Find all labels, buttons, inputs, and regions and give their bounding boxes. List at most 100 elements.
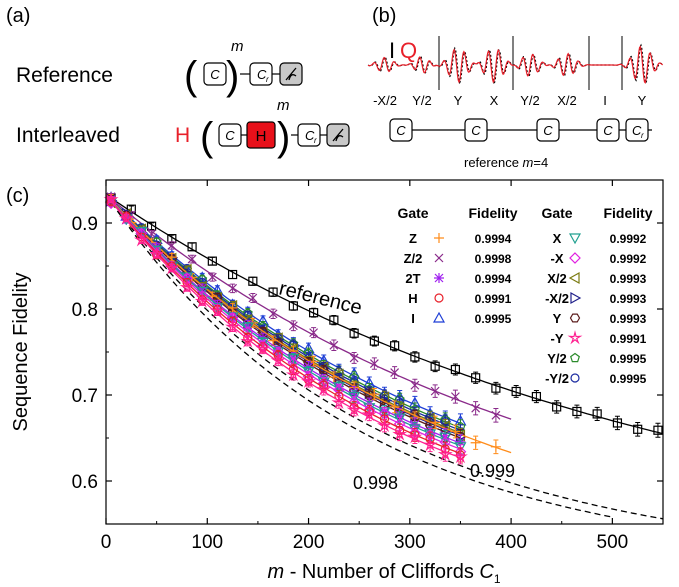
data-point [409,412,421,422]
clifford-label: C [603,123,613,138]
legend-marker [567,330,583,345]
data-point [167,240,177,250]
measure-icon [332,128,344,142]
x-tick-label: 200 [293,532,325,553]
data-point [309,308,319,318]
data-point [301,373,317,389]
error-bar [209,256,215,266]
data-point [393,413,406,425]
data-point [255,340,271,356]
clifford-label: C [210,67,220,82]
legend-gate: Y [553,311,562,326]
legend-marker [434,233,444,243]
data-point [592,409,602,419]
data-point [450,364,460,375]
data-point [653,425,663,435]
data-point [511,386,521,397]
x-tick-label: 100 [191,532,223,553]
data-point [633,424,643,434]
bound-999-annotation: 0.999 [470,461,515,481]
data-point [424,420,436,430]
data-point [331,394,347,410]
legend-fidelity: 0.9998 [475,252,512,266]
data-point [531,391,542,402]
data-point [612,418,623,428]
data-point [268,335,279,346]
reference-label: Reference [16,64,113,87]
clifford-label: C [225,128,235,143]
pulse-label: -X/2 [373,93,397,108]
close-paren: ) [226,54,239,98]
legend-fidelity: 0.9994 [475,232,512,246]
recovery-box [625,118,649,142]
error-bar [351,327,357,339]
data-point [227,302,238,313]
legend-gate: X/2 [547,271,567,286]
legend-gate: Z [409,231,417,246]
legend-gate: Z/2 [404,251,423,266]
legend-gate: X [553,231,562,246]
data-point [248,276,258,286]
data-point [450,426,461,437]
legend-fidelity: 0.9991 [475,292,512,306]
legend-header-fidelity: Fidelity [603,205,652,221]
pulse-labels: -X/2 Y/2 Y X Y/2 X/2 I Y [373,93,647,108]
clifford-label: C [543,123,553,138]
data-point [118,210,134,225]
data-point [390,368,400,377]
data-point [268,309,278,319]
recovery-sub: r [641,131,644,140]
series-fit-curve [105,194,461,437]
data-point [103,191,119,206]
data-point [349,353,359,363]
data-point [105,197,117,210]
legend-gate: H [408,291,417,306]
legend-table: Gate Fidelity Z 0.9994 Z/2 0.9998 2T 0.9994 H 0.9… [397,205,652,386]
reference-annotation: reference [277,278,364,320]
data-point [270,352,286,368]
data-point [346,402,362,417]
data-point [228,283,238,293]
data-point [227,269,238,280]
legend-header-fidelity: Fidelity [468,205,517,221]
clifford-label: C [471,123,481,138]
x-axis-label: m - Number of Cliffords C1 [267,561,500,586]
data-point [164,260,180,275]
data-point [187,242,197,252]
clifford-box [536,118,560,142]
series-fit-curve [105,194,461,425]
data-point [240,333,256,348]
error-bar [392,340,398,352]
x-tick-label: 0 [101,532,112,553]
data-point [377,417,392,433]
legend-fidelity: 0.9993 [610,312,647,326]
x-tick-label: 300 [394,532,426,553]
data-point [470,437,481,448]
legend-gate: -X [551,251,564,266]
data-point [452,448,468,464]
legend-marker [434,253,444,263]
error-bar [655,422,661,438]
legend-marker [434,293,444,303]
legend-fidelity: 0.9995 [610,372,647,386]
legend-fidelity: 0.9995 [475,312,512,326]
data-point [329,315,339,325]
legend-marker [570,373,580,383]
series-fit-curve [105,194,512,454]
legend-marker [434,273,444,283]
legend-q: Q [400,38,417,63]
data-point [490,441,501,452]
panel-c: (c) 0 100 200 300 400 500 0.6 0.7 0.8 0.9 Sequenc… [6,179,664,586]
data-point [179,279,195,294]
series-fit-curve [105,194,664,435]
data-point [430,386,440,396]
data-point [329,340,339,350]
clifford-box [596,118,620,142]
recovery-label: C [257,67,267,82]
legend-marker [570,352,580,363]
error-bar [189,242,195,251]
y-tick-label: 0.8 [72,300,98,321]
data-point [450,392,460,402]
data-point [133,232,149,247]
